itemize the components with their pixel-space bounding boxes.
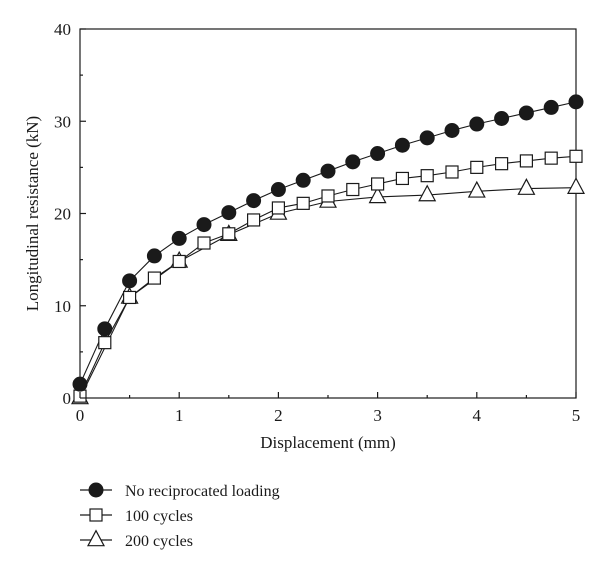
x-axis-title: Displacement (mm) [260,433,396,452]
legend: No reciprocated loading 100 cycles 200 cyc… [80,482,280,550]
data-point-series-2 [172,254,186,269]
data-point-series-1 [568,94,584,110]
y-tick-label: 40 [54,20,71,39]
data-point-series-2 [98,336,112,350]
data-point-series-2 [519,154,534,168]
data-point-series-2 [395,171,409,186]
data-point-series-1 [221,205,237,221]
data-point-series-2 [321,189,335,203]
x-tick-label: 4 [473,406,482,425]
data-point-series-1 [72,376,88,392]
data-point-series-1 [270,182,286,198]
data-point-series-2 [197,236,211,250]
data-point-series-2 [247,213,261,227]
data-point-series-1 [122,273,138,289]
legend-label: No reciprocated loading [125,483,280,500]
x-tick-label: 1 [175,406,184,425]
data-point-series-2 [445,165,459,179]
series-line-3 [79,187,577,399]
data-point-series-2 [296,196,310,210]
data-point-series-2 [147,271,161,285]
data-point-series-2 [271,201,285,215]
data-point-series-1 [146,248,162,264]
y-tick-label: 0 [63,389,72,408]
legend-marker [87,529,105,547]
data-point-series-2 [569,149,583,163]
y-tick-label: 10 [54,297,71,316]
x-tick-label: 3 [373,406,382,425]
y-tick-label: 20 [54,205,71,224]
plot-area [79,28,577,399]
data-point-series-1 [469,116,485,132]
legend-label: 100 cycles [125,508,193,525]
data-point-series-1 [518,105,534,121]
data-point-series-2 [420,169,434,183]
x-tick-label: 2 [274,406,283,425]
data-point-series-1 [196,217,212,233]
data-point-series-1 [295,172,311,188]
y-tick-label: 30 [54,112,71,131]
legend-marker [88,482,104,498]
legend-label: 200 cycles [125,533,193,550]
data-point-series-1 [394,137,410,153]
data-point-series-1 [345,154,361,170]
plot-frame [79,28,577,399]
data-point-series-1 [171,230,187,246]
legend-marker [89,508,103,522]
data-point-series-3 [418,184,437,202]
data-point-series-3 [517,178,536,195]
data-point-series-1 [246,193,262,209]
series-markers [71,94,585,405]
data-point-series-2 [346,182,360,197]
axis-ticks [79,28,577,399]
data-point-series-1 [419,130,435,146]
data-point-series-1 [444,122,460,138]
data-point-series-1 [543,99,559,115]
data-point-series-3 [567,177,585,194]
y-axis-title: Longitudinal resistance (kN) [23,116,42,311]
x-tick-label: 0 [76,406,85,425]
series-line-1 [79,101,577,385]
data-point-series-2 [544,151,558,165]
data-point-series-1 [370,146,386,162]
data-point-series-1 [97,321,113,337]
data-point-series-1 [320,163,336,179]
x-tick-label: 5 [572,406,581,425]
data-point-series-1 [494,110,510,126]
axis-tick-labels: 0 1 2 3 4 5 0 10 20 30 40 [54,20,580,425]
data-point-series-3 [467,180,486,198]
data-point-series-2 [495,157,509,171]
data-point-series-2 [222,227,236,241]
data-point-series-2 [371,177,385,191]
data-point-series-2 [122,290,137,305]
data-point-series-3 [368,186,387,204]
data-point-series-2 [470,160,484,174]
